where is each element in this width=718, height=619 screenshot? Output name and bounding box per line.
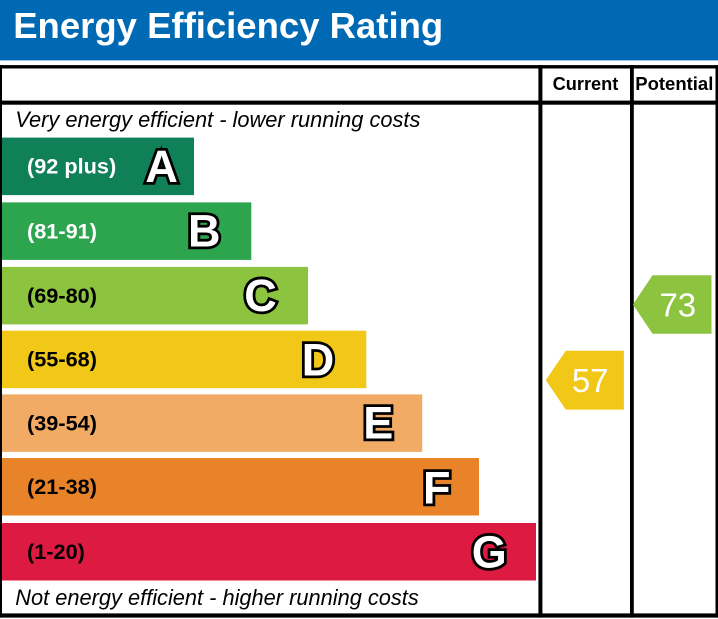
svg-text:Not energy efficient - higher: Not energy efficient - higher running co…	[15, 585, 419, 610]
svg-text:(1-20): (1-20)	[27, 539, 85, 564]
svg-text:(81-91): (81-91)	[27, 218, 97, 243]
svg-text:Potential: Potential	[635, 73, 713, 94]
svg-text:A: A	[145, 141, 178, 192]
svg-text:Energy Efficiency Rating: Energy Efficiency Rating	[13, 5, 443, 46]
svg-text:E: E	[363, 398, 393, 449]
svg-text:G: G	[472, 526, 507, 577]
svg-text:73: 73	[659, 286, 696, 323]
svg-text:B: B	[188, 206, 221, 257]
svg-text:(69-80): (69-80)	[27, 283, 97, 308]
svg-text:Very energy efficient - lower: Very energy efficient - lower running co…	[15, 107, 420, 132]
svg-text:(39-54): (39-54)	[27, 410, 97, 435]
svg-text:(55-68): (55-68)	[27, 347, 97, 372]
svg-text:57: 57	[572, 362, 609, 399]
svg-text:F: F	[423, 462, 451, 513]
svg-text:Current: Current	[553, 74, 619, 94]
svg-text:(21-38): (21-38)	[27, 474, 97, 499]
svg-text:C: C	[244, 270, 277, 321]
svg-text:(92 plus): (92 plus)	[27, 154, 116, 179]
svg-text:D: D	[302, 335, 335, 386]
